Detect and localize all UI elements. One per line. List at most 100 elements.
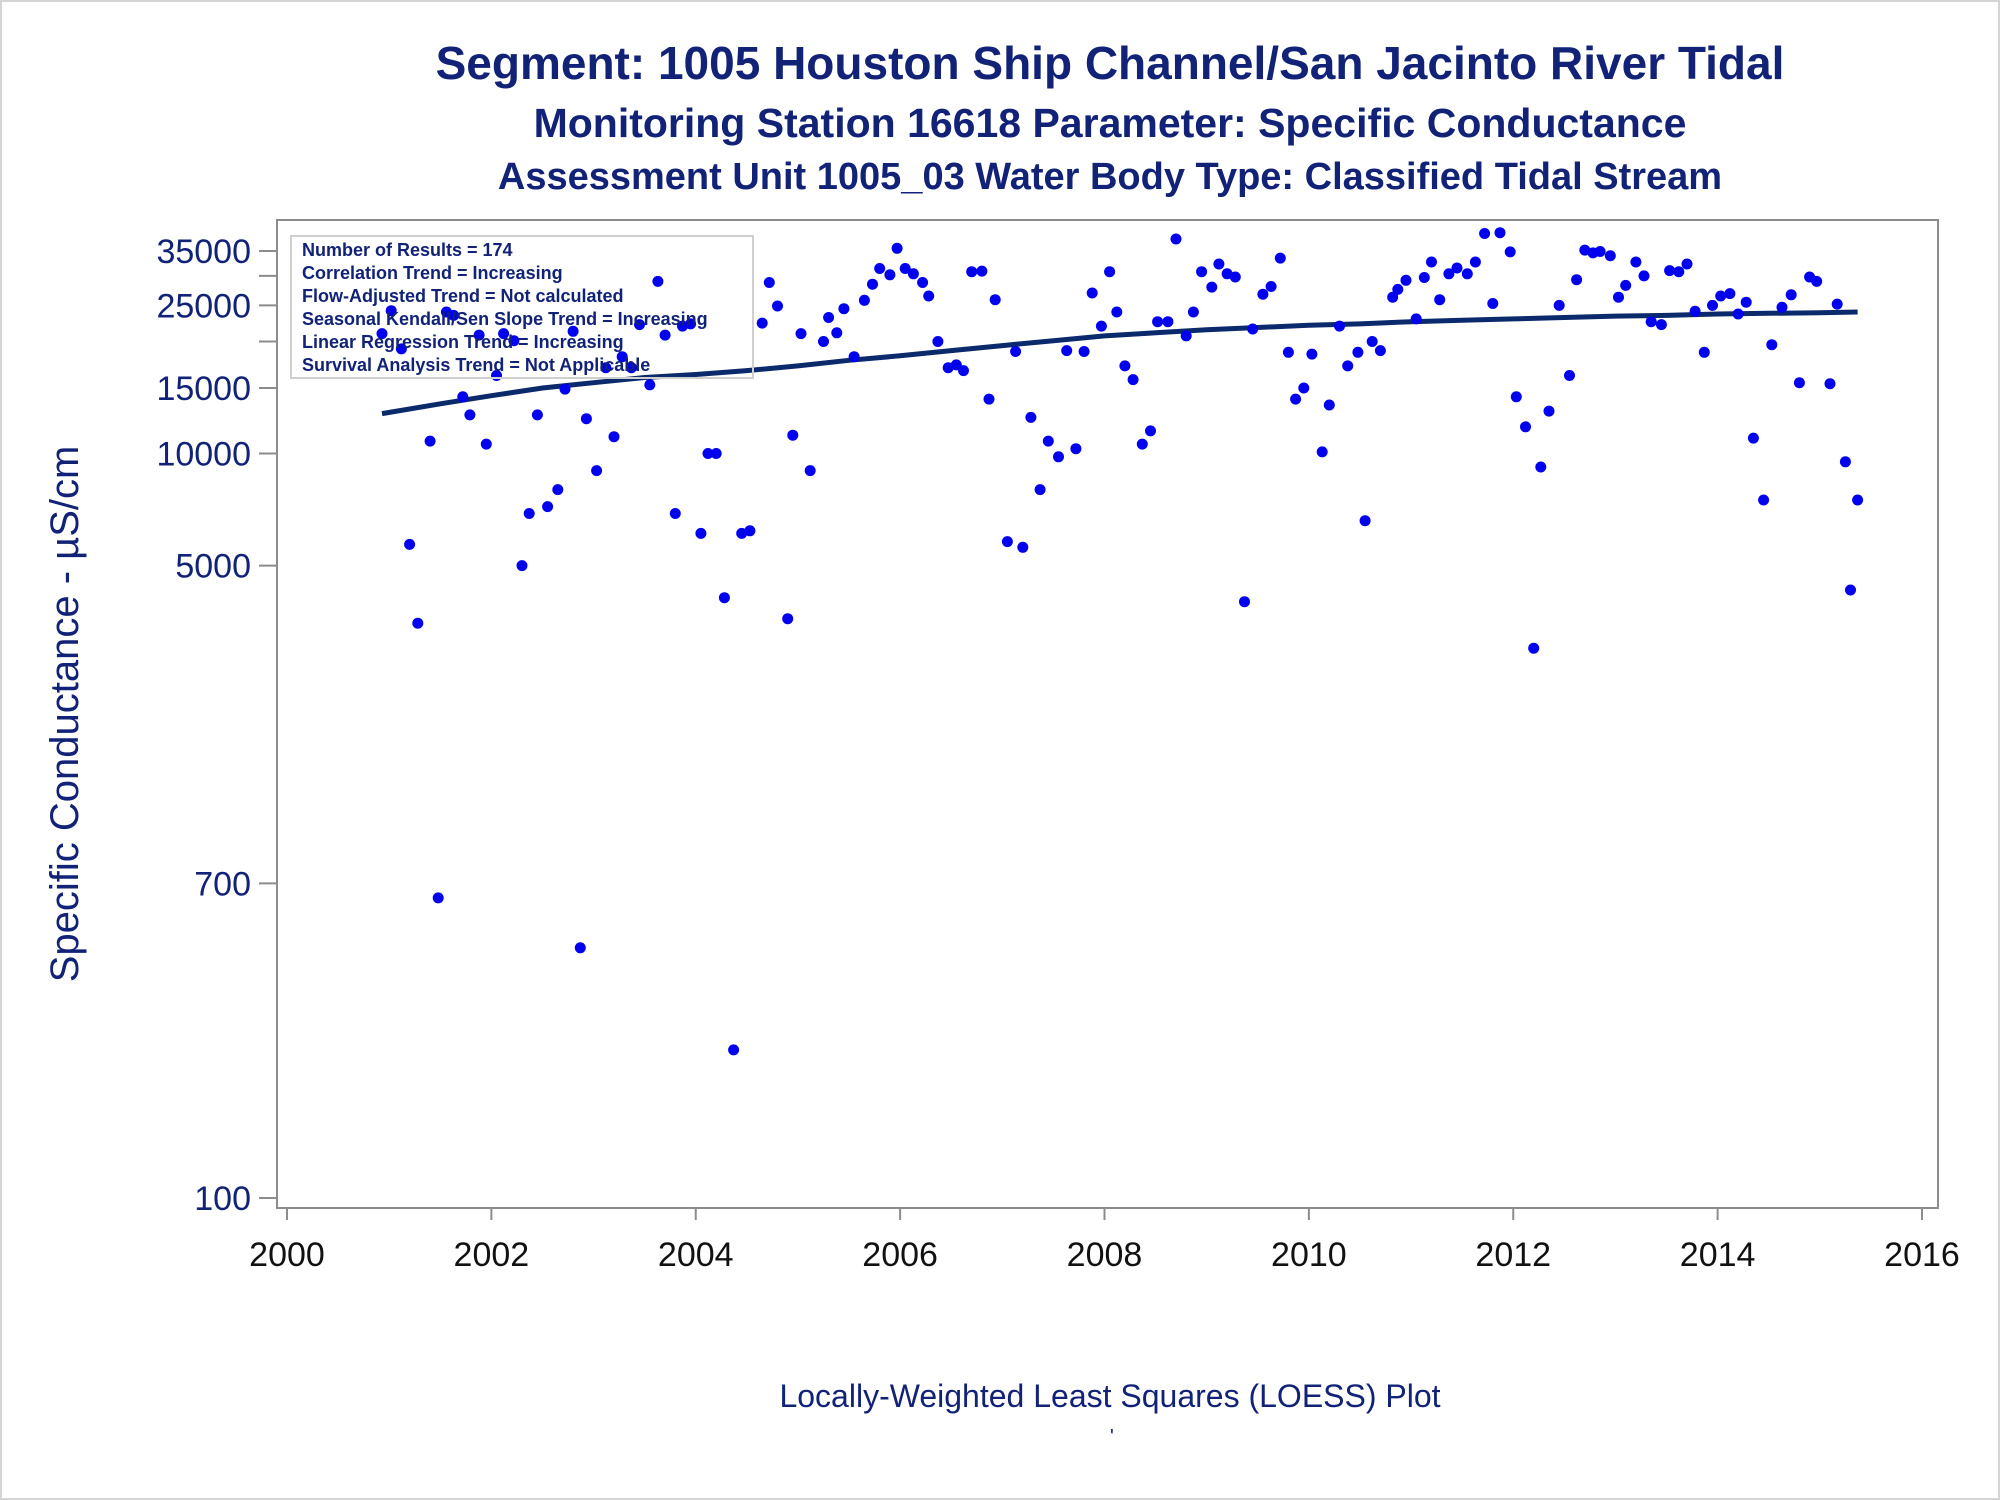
data-point (932, 336, 944, 347)
data-point (1410, 313, 1422, 325)
data-point (385, 305, 397, 317)
data-point (1811, 275, 1823, 287)
data-point (1196, 266, 1208, 278)
y-tick-label: 35000 (156, 233, 251, 271)
chart-subtitle: Monitoring Station 16618 Parameter: Spec… (533, 100, 1687, 146)
data-point (574, 942, 586, 954)
data-point (457, 391, 469, 403)
data-point (1170, 233, 1182, 245)
data-point (1017, 541, 1029, 553)
data-point (1206, 281, 1218, 293)
data-point (1053, 451, 1064, 463)
data-point (1070, 443, 1082, 455)
data-point (1594, 246, 1606, 257)
data-point (1359, 515, 1371, 527)
data-point (1766, 339, 1778, 351)
data-point (523, 508, 535, 519)
data-point (1613, 291, 1624, 303)
data-point (1510, 391, 1522, 403)
stats-line: Seasonal Kendall/Sen Slope Trend = Incre… (302, 309, 708, 329)
data-point (1306, 348, 1318, 360)
data-point (1443, 268, 1455, 280)
data-point (1852, 494, 1864, 506)
stats-line: Survival Analysis Trend = Not Applicable (302, 355, 650, 375)
data-point (818, 336, 829, 347)
y-tick-label: 700 (194, 865, 251, 903)
data-point (559, 383, 571, 395)
data-point (858, 294, 870, 306)
data-point (498, 328, 510, 340)
data-point (1630, 256, 1642, 268)
data-point (1127, 374, 1139, 386)
data-point (1229, 271, 1241, 283)
data-point (1104, 266, 1116, 278)
x-tick-label: 2004 (658, 1236, 734, 1274)
data-point (652, 275, 664, 287)
data-point (1504, 246, 1516, 258)
data-point (424, 435, 436, 447)
data-point (473, 329, 485, 341)
data-point (1689, 305, 1701, 317)
data-point (848, 351, 860, 363)
data-point (838, 303, 850, 315)
data-point (1707, 299, 1718, 311)
stats-line: Correlation Trend = Increasing (302, 263, 563, 283)
data-point (1247, 323, 1259, 335)
data-point (580, 413, 592, 425)
data-point (1257, 288, 1269, 300)
footer-mark: ' (1110, 1426, 1114, 1448)
data-point (1715, 290, 1727, 302)
data-point (616, 351, 628, 363)
data-point (1785, 289, 1797, 301)
data-point (464, 409, 476, 421)
data-point (891, 242, 903, 254)
data-point (1086, 287, 1098, 299)
data-point (1418, 272, 1430, 283)
data-point (884, 269, 896, 281)
data-point (508, 335, 520, 347)
data-point (1479, 228, 1491, 239)
data-point (542, 501, 554, 513)
data-point (1136, 438, 1148, 450)
data-point (795, 328, 807, 340)
data-point (1145, 425, 1156, 437)
data-point (1724, 288, 1736, 300)
data-point (1535, 461, 1547, 473)
y-tick-label: 100 (194, 1180, 251, 1218)
data-point (1620, 279, 1632, 291)
data-point (831, 327, 843, 339)
data-point (1162, 316, 1174, 328)
data-point (531, 409, 543, 421)
data-point (1316, 446, 1328, 458)
axes: 100 700 5000 10000 15000 25000 35000 2000 2002 20… (43, 219, 1960, 1274)
data-point (756, 317, 768, 329)
data-point (1400, 274, 1412, 286)
data-point (1152, 316, 1164, 328)
data-point (1776, 301, 1788, 313)
data-point (1374, 345, 1386, 357)
data-point (567, 325, 579, 337)
x-tick-label: 2010 (1271, 1236, 1347, 1274)
data-point (1095, 320, 1107, 332)
data-point (1747, 432, 1759, 444)
data-point (516, 560, 528, 572)
data-point (989, 294, 1001, 306)
y-axis-label: Specific Conductance - µS/cm (43, 446, 87, 983)
data-point (976, 265, 988, 277)
data-point (1119, 360, 1131, 372)
y-tick-label: 5000 (175, 548, 251, 586)
data-point (782, 613, 794, 625)
x-tick-label: 2014 (1680, 1236, 1756, 1274)
data-point (1543, 405, 1555, 417)
data-point (1553, 299, 1565, 311)
chart-title: Segment: 1005 Houston Ship Channel/San J… (435, 37, 1785, 89)
data-point (1001, 536, 1013, 548)
data-point (591, 465, 603, 477)
data-point (404, 538, 416, 550)
data-point (448, 309, 460, 321)
data-point (804, 465, 816, 477)
data-point (1664, 265, 1676, 277)
data-point (923, 290, 935, 302)
data-point (1213, 258, 1225, 270)
